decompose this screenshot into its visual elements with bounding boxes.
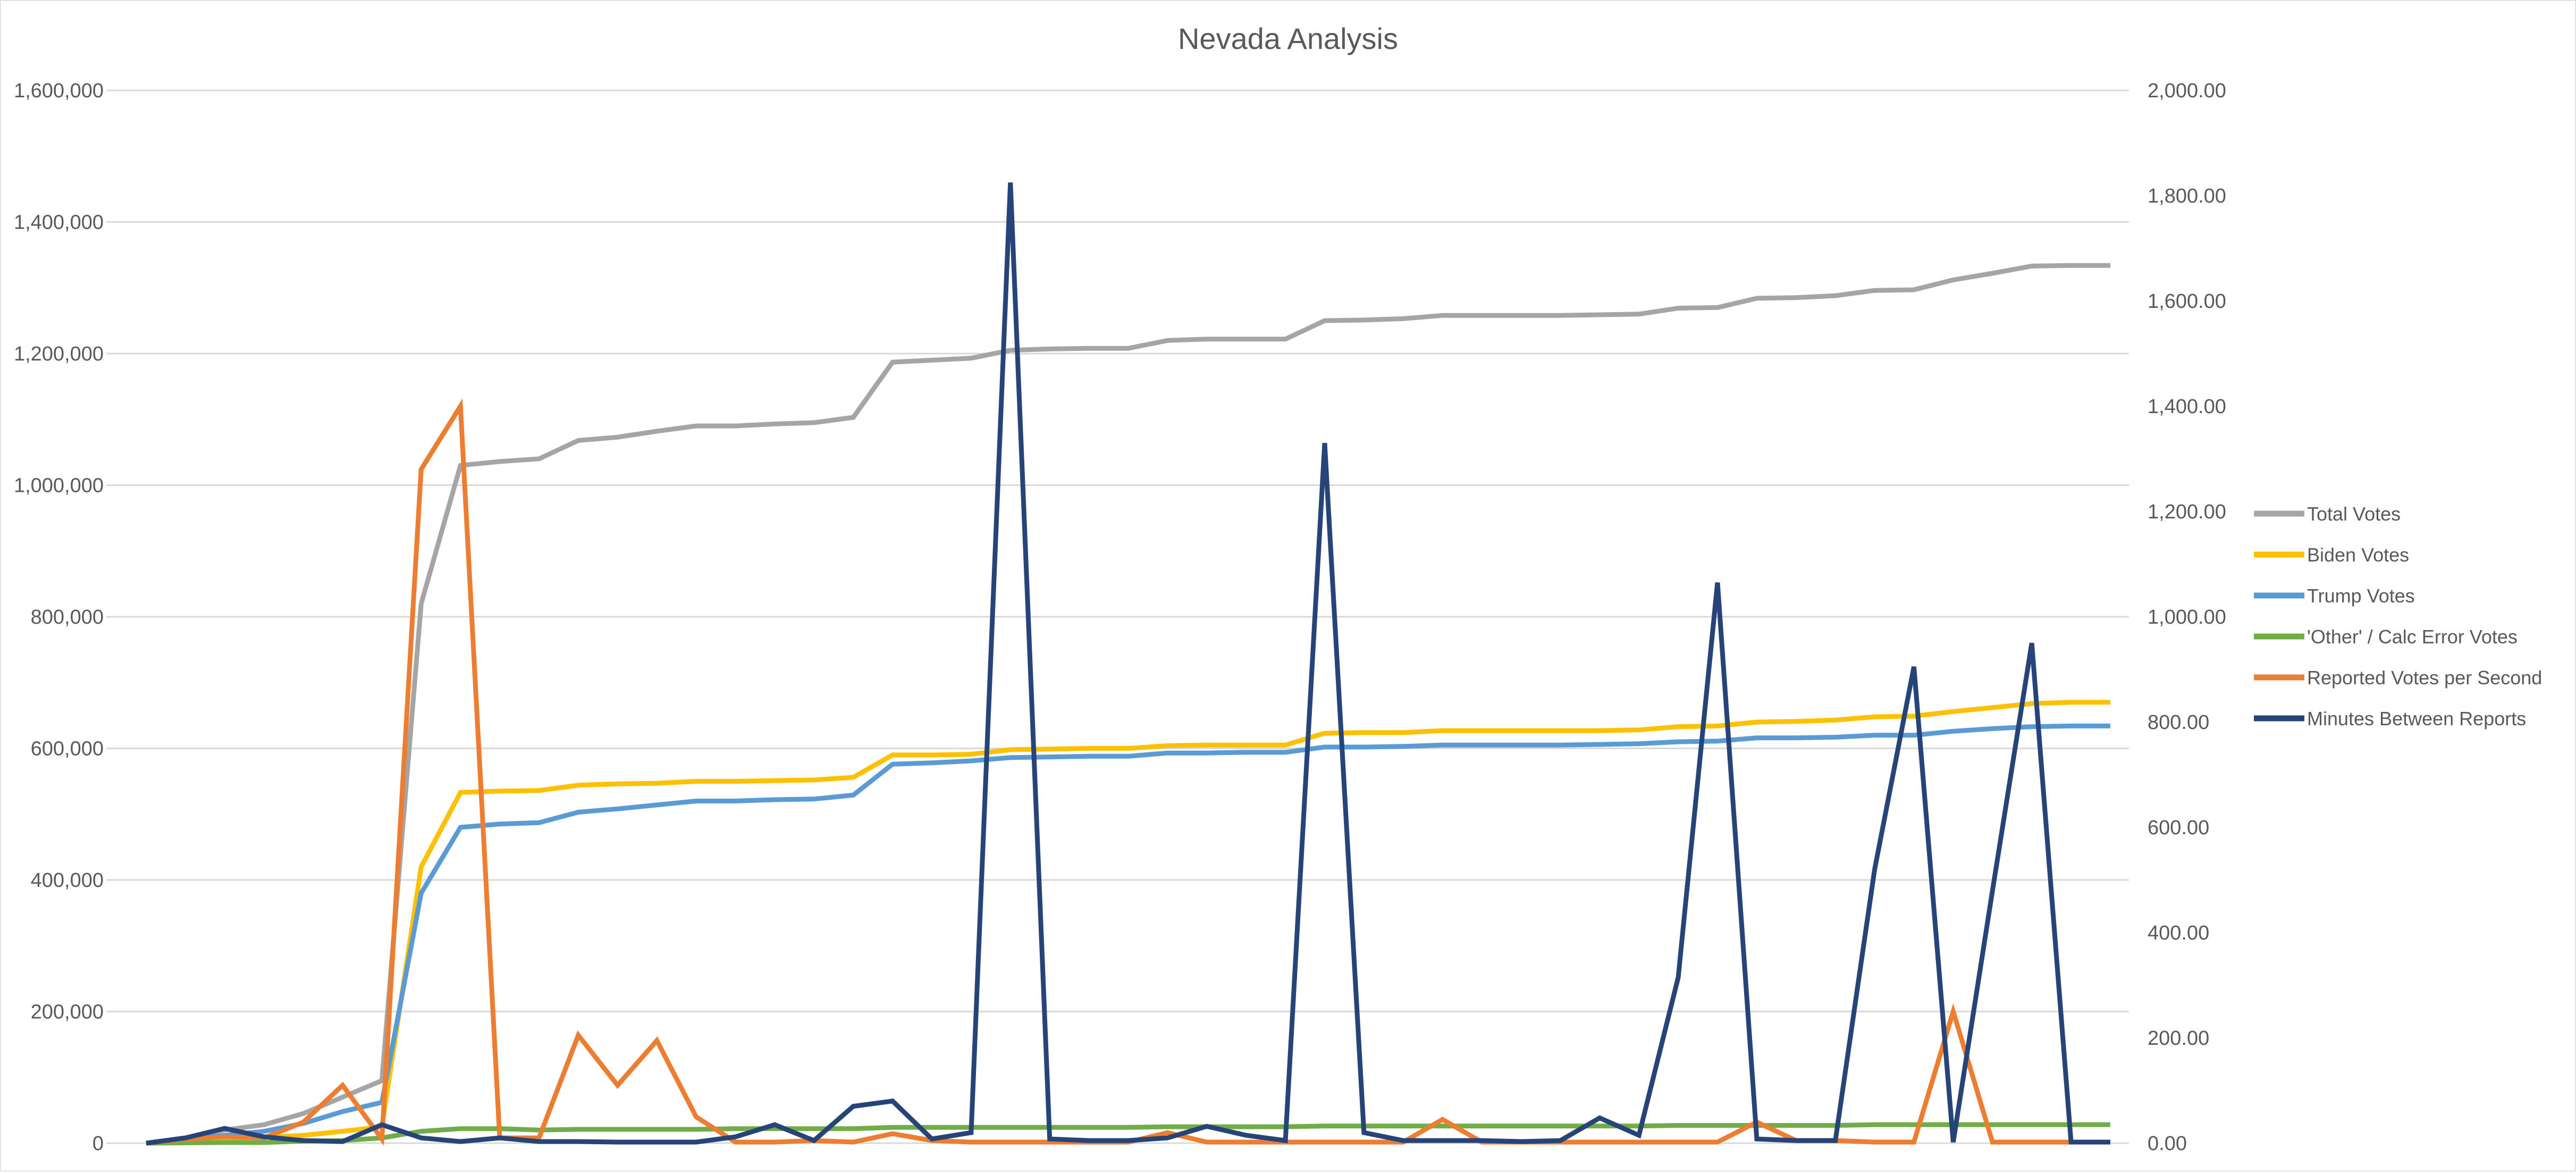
legend: Total Votes Biden Votes Trump Votes 'Other'… [2254, 503, 2542, 729]
series-line-biden-votes [146, 700, 2110, 1146]
legend-label: 'Other' / Calc Error Votes [2307, 626, 2518, 648]
right-tick-label: 400.00 [2148, 922, 2209, 944]
right-tick-label: 1,000.00 [2148, 606, 2226, 628]
left-tick-label: 0 [92, 1133, 104, 1155]
right-tick-label: 600.00 [2148, 817, 2209, 839]
right-tick-label: 2,000.00 [2148, 80, 2226, 102]
left-tick-label: 400,000 [31, 869, 104, 892]
left-tick-label: 600,000 [31, 738, 104, 760]
series-line-trump-votes [146, 723, 2110, 1146]
series-line-minutes-between-reports [146, 182, 2110, 1146]
left-tick-label: 1,000,000 [14, 475, 104, 497]
legend-label: Trump Votes [2307, 585, 2415, 607]
left-axis-ticks: 1,600,000 1,400,000 1,200,000 1,000,000 800,… [14, 80, 104, 1155]
right-tick-label: 800.00 [2148, 711, 2209, 734]
left-tick-label: 200,000 [31, 1001, 104, 1024]
right-axis-ticks: 2,000.00 1,800.00 1,600.00 1,400.00 1,200.00… [2148, 80, 2226, 1155]
legend-label: Reported Votes per Second [2307, 667, 2542, 689]
right-tick-label: 1,800.00 [2148, 185, 2226, 207]
left-tick-label: 1,400,000 [14, 212, 104, 234]
right-tick-label: 200.00 [2148, 1027, 2209, 1050]
chart-title: Nevada Analysis [1178, 22, 1398, 55]
left-tick-label: 800,000 [31, 606, 104, 628]
legend-label: Biden Votes [2307, 544, 2409, 566]
left-tick-label: 1,600,000 [14, 80, 104, 102]
series-line-total-votes [146, 263, 2110, 1146]
series-lines [146, 182, 2110, 1146]
right-tick-label: 0.00 [2148, 1133, 2187, 1155]
right-tick-label: 1,200.00 [2148, 501, 2226, 523]
legend-label: Minutes Between Reports [2307, 708, 2526, 729]
right-tick-label: 1,600.00 [2148, 290, 2226, 313]
legend-label: Total Votes [2307, 503, 2401, 525]
left-tick-label: 1,200,000 [14, 343, 104, 365]
right-tick-label: 1,400.00 [2148, 396, 2226, 418]
series-line-other-calc-error-votes [146, 1122, 2110, 1146]
